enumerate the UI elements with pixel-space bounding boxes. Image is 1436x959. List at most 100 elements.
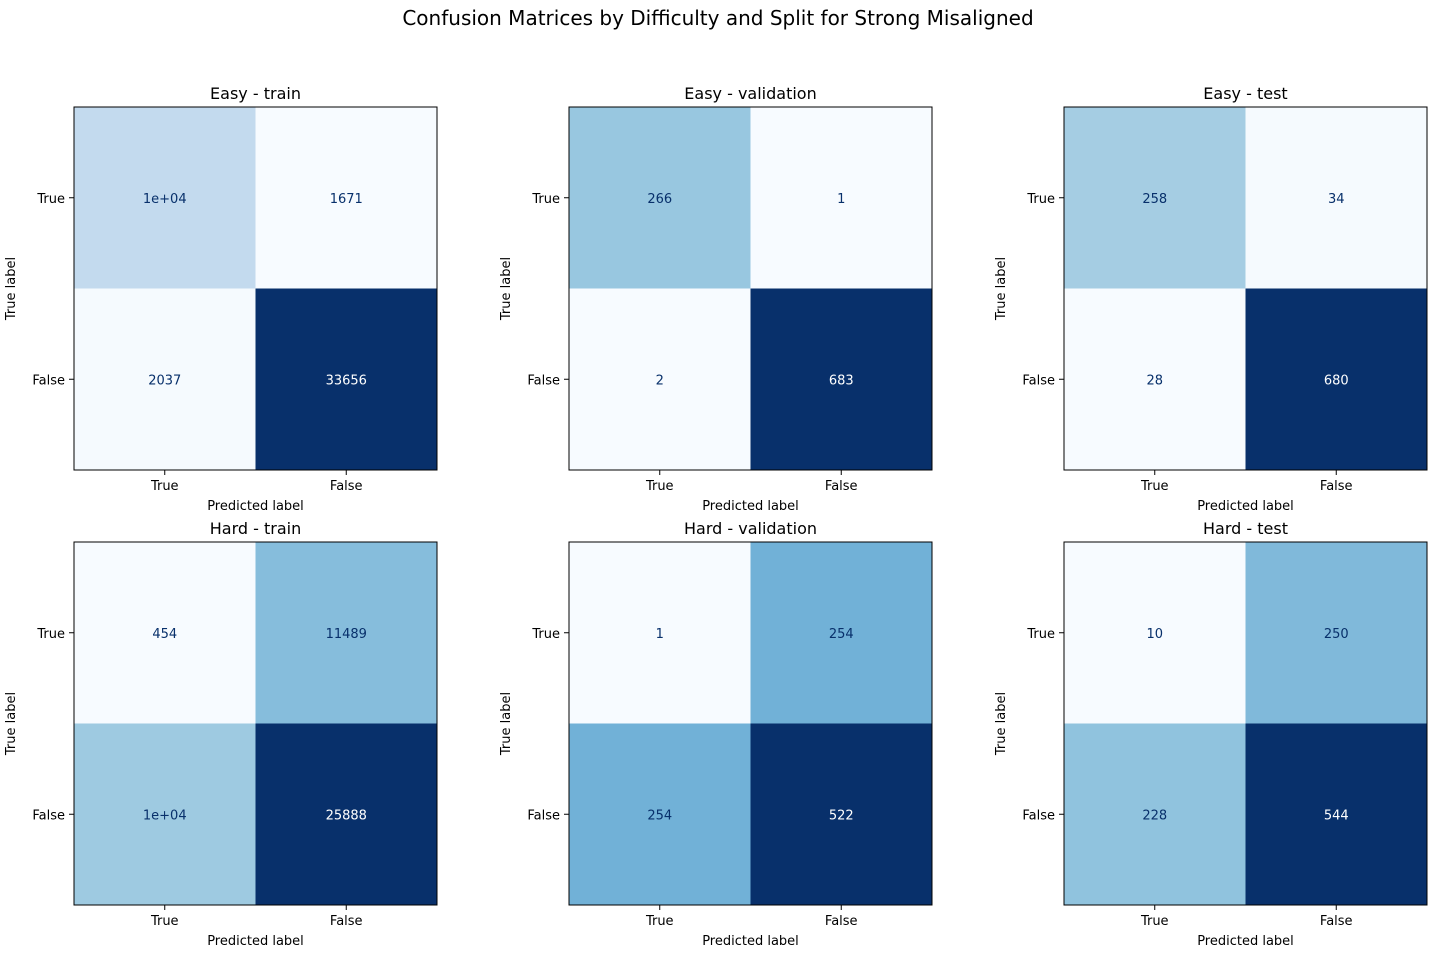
y-tick-label: False xyxy=(527,808,560,823)
cell-value-label: 454 xyxy=(152,627,177,642)
axes-frame xyxy=(568,541,933,906)
y-tick-label: True xyxy=(1026,192,1055,207)
y-tick-label: False xyxy=(1022,808,1055,823)
cell-value-label: 1 xyxy=(837,192,845,207)
matrix-cell xyxy=(750,542,932,724)
cell-value-label: 1e+04 xyxy=(143,192,187,207)
matrix-cell xyxy=(750,723,932,905)
confusion-matrix-panel-4: 454 11489 1e+04 25888 True False True False Hard… xyxy=(4,519,438,949)
cell-value-label: 250 xyxy=(1324,627,1349,642)
axes-frame xyxy=(73,541,438,906)
cell-value-label: 1e+04 xyxy=(143,808,187,823)
cell-value-label: 2 xyxy=(656,373,664,388)
matrix-cell xyxy=(569,542,751,724)
x-tick-label: False xyxy=(330,479,363,494)
y-tick-label: False xyxy=(1022,373,1055,388)
cell-value-label: 228 xyxy=(1142,808,1167,823)
matrix-cell xyxy=(74,723,256,905)
y-tick-label: False xyxy=(32,373,65,388)
cell-value-label: 254 xyxy=(829,627,854,642)
cell-value-label: 683 xyxy=(829,373,854,388)
matrix-cell xyxy=(74,107,256,289)
matrix-cell xyxy=(1245,288,1427,470)
cell-value-label: 544 xyxy=(1324,808,1349,823)
confusion-matrix-panel-1: 1e+04 1671 2037 33656 True False True False Easy… xyxy=(4,84,438,514)
axes-frame xyxy=(1063,541,1428,906)
panel-title: Easy - test xyxy=(1203,84,1287,103)
y-axis-label: True label xyxy=(4,257,19,321)
cell-value-label: 254 xyxy=(647,808,672,823)
panel-title: Hard - validation xyxy=(684,519,817,538)
x-axis-label: Predicted label xyxy=(1197,499,1294,514)
matrix-cell xyxy=(569,723,751,905)
axes-frame xyxy=(1063,106,1428,471)
panels-container: 1e+04 1671 2037 33656 True False True False Easy… xyxy=(4,84,1428,949)
matrix-cell xyxy=(1245,542,1427,724)
x-axis-label: Predicted label xyxy=(702,499,799,514)
x-tick-label: False xyxy=(1320,914,1353,929)
matrix-cell xyxy=(255,288,437,470)
cell-value-label: 1 xyxy=(656,627,664,642)
panel-title: Hard - train xyxy=(210,519,301,538)
x-tick-label: False xyxy=(825,914,858,929)
x-axis-label: Predicted label xyxy=(207,499,304,514)
x-tick-label: False xyxy=(330,914,363,929)
y-tick-label: True xyxy=(36,627,65,642)
cell-value-label: 266 xyxy=(647,192,672,207)
matrix-cell xyxy=(1064,107,1246,289)
matrix-cell xyxy=(750,288,932,470)
cell-value-label: 522 xyxy=(829,808,854,823)
x-tick-label: True xyxy=(150,914,179,929)
y-axis-label: True label xyxy=(994,257,1009,321)
cell-value-label: 28 xyxy=(1146,373,1163,388)
x-tick-label: False xyxy=(825,479,858,494)
panel-title: Easy - validation xyxy=(684,84,816,103)
confusion-matrix-panel-2: 266 1 2 683 True False True False Easy - validat… xyxy=(499,84,933,514)
x-tick-label: False xyxy=(1320,479,1353,494)
axes-frame xyxy=(568,106,933,471)
matrix-cell xyxy=(1245,107,1427,289)
confusion-matrix-panel-3: 258 34 28 680 True False True False Easy - test P… xyxy=(994,84,1428,514)
cell-value-label: 34 xyxy=(1328,192,1345,207)
y-tick-label: False xyxy=(32,808,65,823)
cell-value-label: 25888 xyxy=(326,808,367,823)
x-axis-label: Predicted label xyxy=(702,934,799,949)
y-axis-label: True label xyxy=(4,692,19,756)
confusion-matrix-panel-5: 1 254 254 522 True False True False Hard - valid… xyxy=(499,519,933,949)
cell-value-label: 11489 xyxy=(326,627,367,642)
y-axis-label: True label xyxy=(499,257,514,321)
x-tick-label: True xyxy=(645,479,674,494)
cell-value-label: 258 xyxy=(1142,192,1167,207)
matrix-cell xyxy=(569,288,751,470)
matrix-cell xyxy=(1064,723,1246,905)
matrix-cell xyxy=(255,542,437,724)
x-tick-label: True xyxy=(645,914,674,929)
figure-suptitle: Confusion Matrices by Difficulty and Spl… xyxy=(402,6,1033,30)
matrix-cell xyxy=(1245,723,1427,905)
matrix-cell xyxy=(1064,542,1246,724)
x-tick-label: True xyxy=(1140,479,1169,494)
y-tick-label: True xyxy=(1026,627,1055,642)
cell-value-label: 680 xyxy=(1324,373,1349,388)
matrix-cell xyxy=(74,542,256,724)
matrix-cell xyxy=(750,107,932,289)
y-axis-label: True label xyxy=(994,692,1009,756)
panel-title: Easy - train xyxy=(210,84,301,103)
matrix-cell xyxy=(569,107,751,289)
cell-value-label: 1671 xyxy=(330,192,363,207)
matrix-cell xyxy=(255,107,437,289)
y-tick-label: False xyxy=(527,373,560,388)
axes-frame xyxy=(73,106,438,471)
y-tick-label: True xyxy=(531,627,560,642)
cell-value-label: 2037 xyxy=(148,373,181,388)
x-tick-label: True xyxy=(150,479,179,494)
panel-title: Hard - test xyxy=(1203,519,1288,538)
y-tick-label: True xyxy=(36,192,65,207)
confusion-matrix-panel-6: 10 250 228 544 True False True False Hard - test… xyxy=(994,519,1428,949)
y-axis-label: True label xyxy=(499,692,514,756)
x-tick-label: True xyxy=(1140,914,1169,929)
cell-value-label: 10 xyxy=(1146,627,1163,642)
matrix-cell xyxy=(74,288,256,470)
matrix-cell xyxy=(1064,288,1246,470)
